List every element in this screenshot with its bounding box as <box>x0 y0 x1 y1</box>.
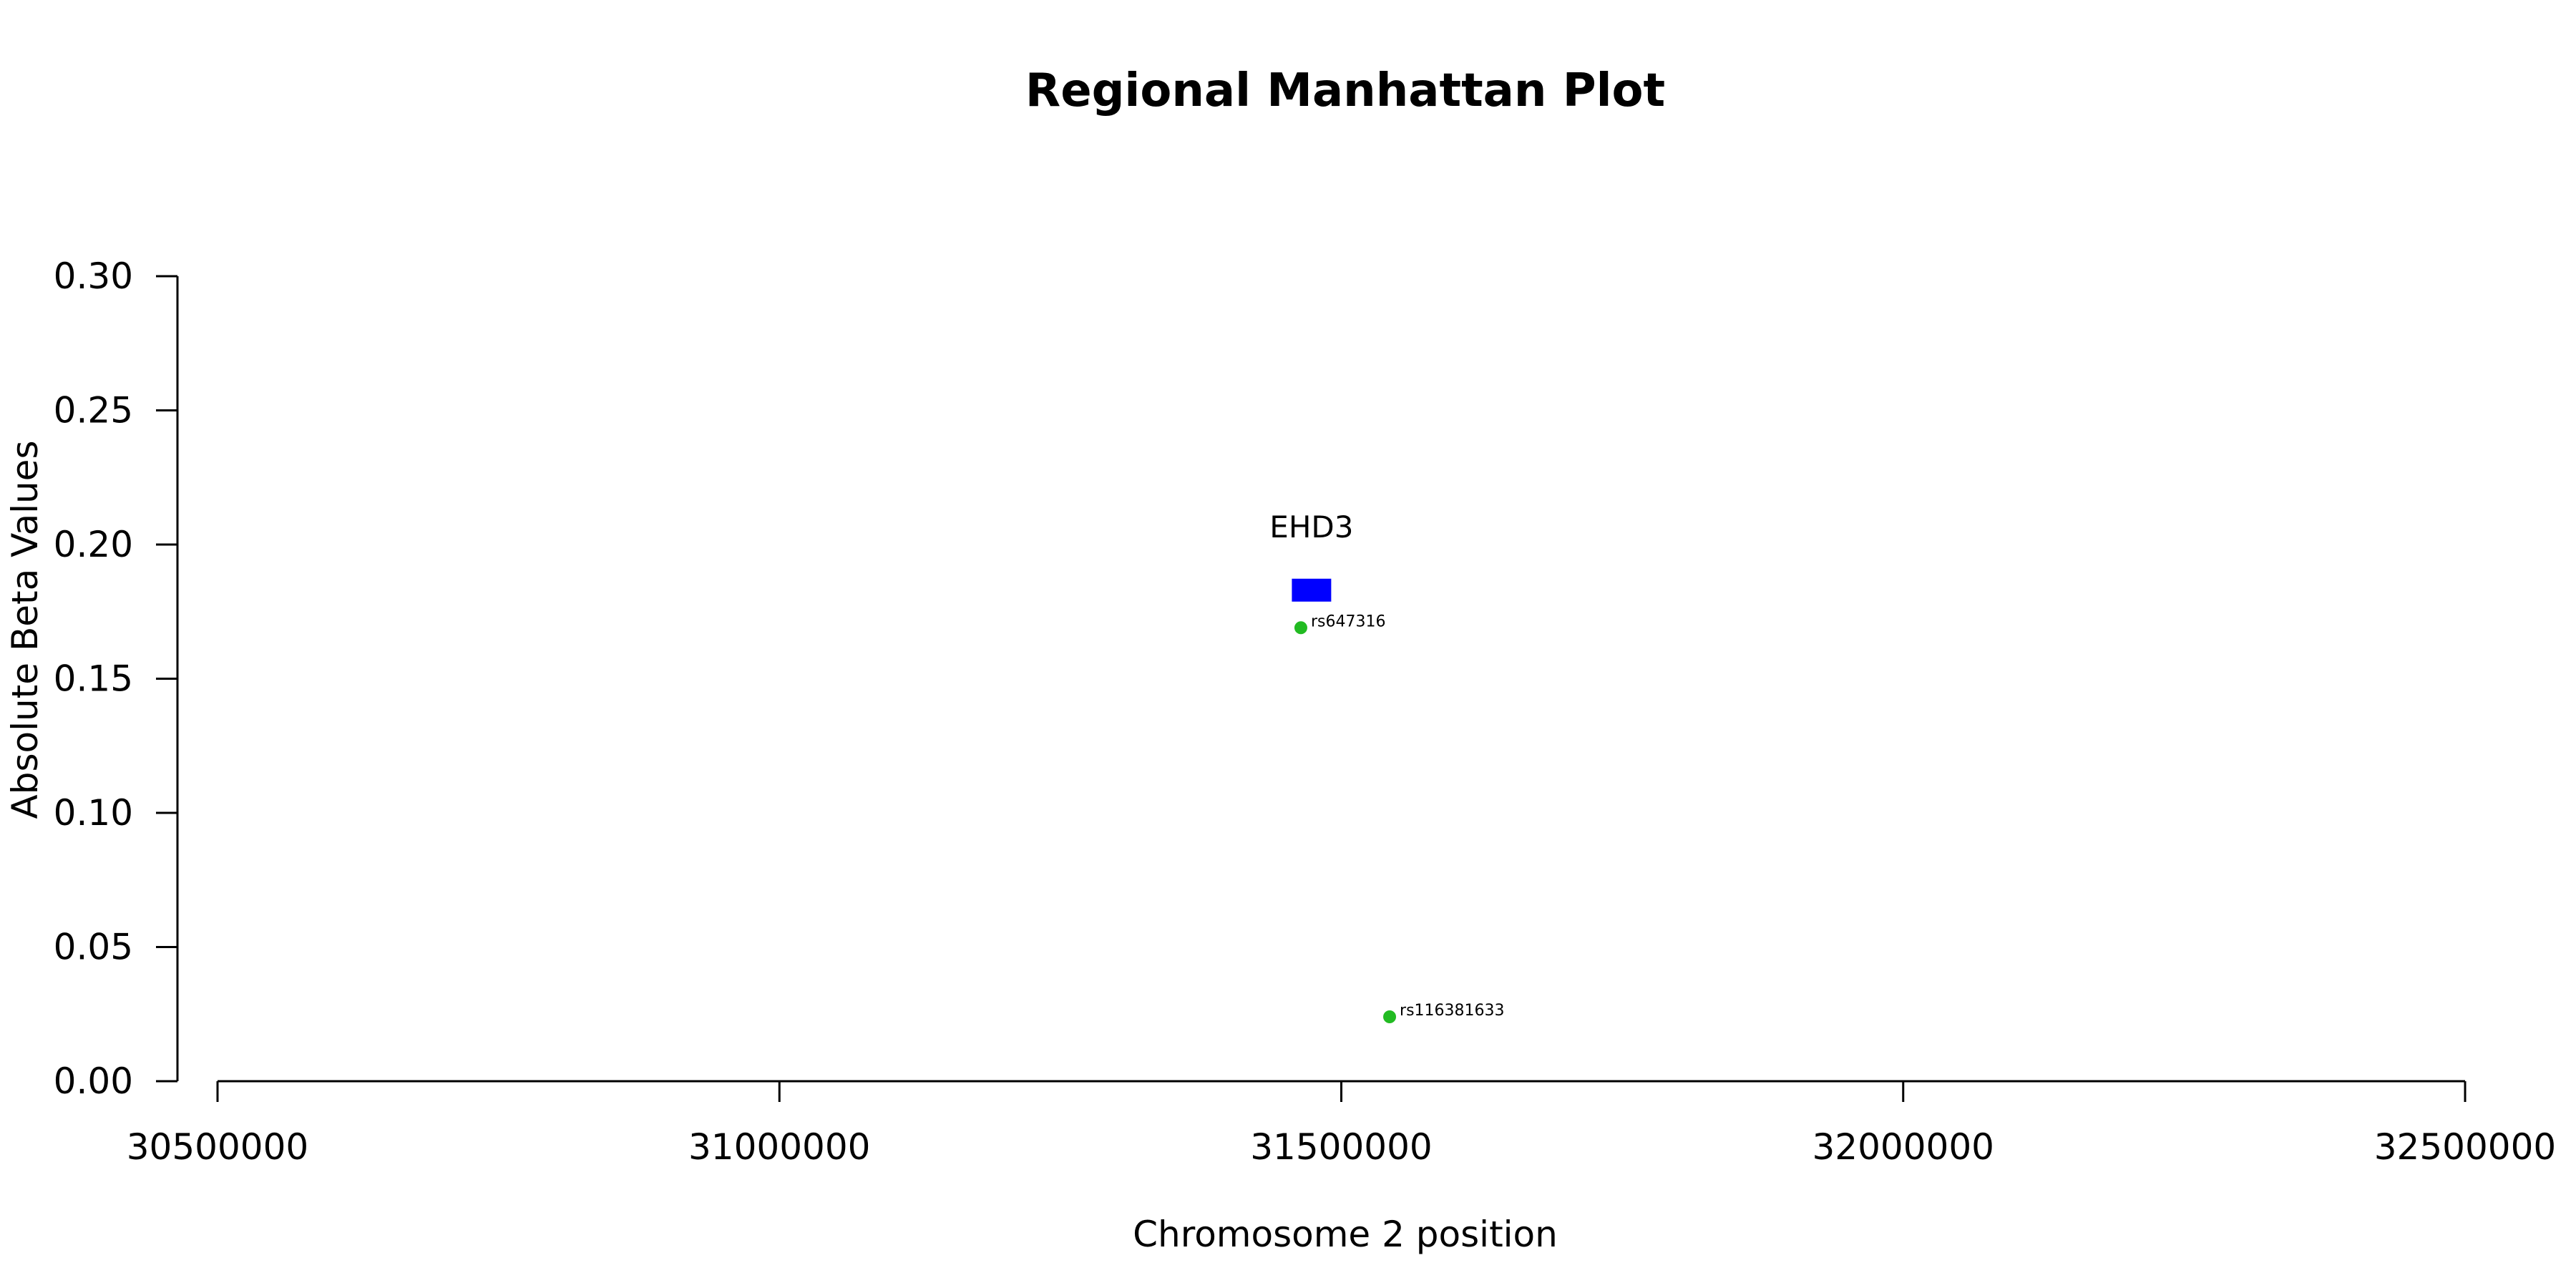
y-tick-label: 0.20 <box>54 524 133 565</box>
y-tick-label: 0.15 <box>54 658 133 700</box>
x-tick-label: 31500000 <box>1250 1126 1433 1168</box>
y-tick-label: 0.00 <box>54 1060 133 1102</box>
snp-point <box>1383 1010 1397 1023</box>
gene-block <box>1292 578 1332 602</box>
x-tick-label: 32000000 <box>1813 1126 1995 1168</box>
plot-marks: EHD3 rs647316 rs116381633 <box>1269 509 1505 1023</box>
gene-label: EHD3 <box>1269 509 1353 545</box>
snp-label: rs647316 <box>1311 613 1386 630</box>
y-tick-label: 0.05 <box>54 927 133 968</box>
x-tick-label: 32500000 <box>2374 1126 2557 1168</box>
x-tick-label: 30500000 <box>127 1126 309 1168</box>
y-axis: 0.00 0.05 0.10 0.15 0.20 0.25 0.30 <box>54 255 179 1102</box>
y-tick-label: 0.25 <box>54 390 133 431</box>
y-tick-label: 0.30 <box>54 255 133 297</box>
x-tick-label: 31000000 <box>688 1126 871 1168</box>
x-axis: 30500000 31000000 31500000 32000000 32500000 <box>127 1080 2557 1168</box>
y-tick-label: 0.10 <box>54 792 133 834</box>
snp-point <box>1294 621 1307 635</box>
x-axis-label: Chromosome 2 position <box>1133 1214 1558 1255</box>
snp-label: rs116381633 <box>1400 1002 1504 1020</box>
chart-title: Regional Manhattan Plot <box>1025 64 1665 117</box>
y-axis-label: Absolute Beta Values <box>4 441 46 819</box>
